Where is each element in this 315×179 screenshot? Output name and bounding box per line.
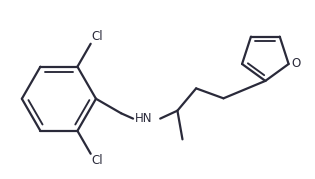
Text: O: O: [291, 57, 300, 71]
Text: Cl: Cl: [91, 30, 103, 43]
Text: Cl: Cl: [91, 154, 103, 167]
Text: HN: HN: [135, 112, 152, 125]
